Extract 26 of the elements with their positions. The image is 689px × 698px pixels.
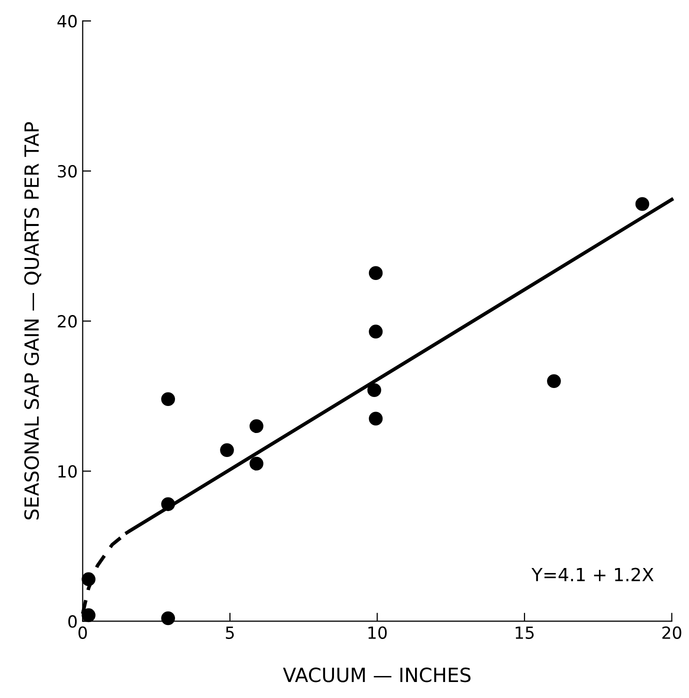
x-tick-label: 10 — [368, 626, 387, 639]
point — [368, 266, 383, 280]
point — [161, 392, 176, 406]
x-tick-label: 0 — [78, 626, 87, 639]
x-tick-label: 5 — [226, 626, 234, 639]
point — [161, 497, 176, 512]
point — [82, 572, 96, 586]
y-tick-label: 20 — [58, 315, 77, 328]
point — [250, 419, 264, 434]
y-axis-title: SEASONAL SAP GAIN — QUARTS PER TAP — [24, 122, 42, 520]
y-tick-label: 0 — [68, 615, 77, 628]
point — [635, 197, 650, 211]
y-tick-label: 10 — [58, 465, 77, 478]
point — [368, 412, 383, 426]
point — [250, 456, 264, 471]
annotation: Y=4.1 + 1.2X — [532, 568, 654, 582]
x-tick-label: 15 — [516, 626, 534, 639]
point — [367, 383, 382, 398]
y-tick-label: 40 — [57, 14, 77, 28]
point — [161, 611, 176, 626]
y-tick-label: 30 — [58, 164, 77, 178]
point — [368, 324, 383, 338]
x-tick-label: 20 — [662, 626, 682, 639]
point — [547, 374, 561, 388]
x-axis-title: VACUUM — INCHES — [283, 668, 471, 682]
point — [220, 443, 234, 458]
